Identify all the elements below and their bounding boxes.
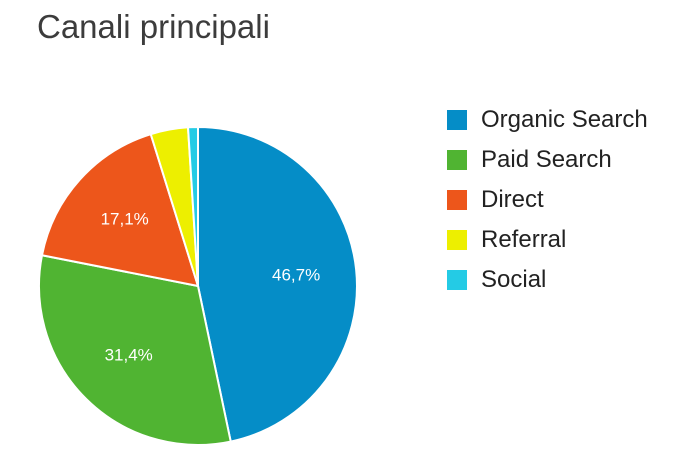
legend-label: Paid Search (481, 146, 612, 173)
legend-label: Social (481, 266, 547, 293)
slice-value-label-direct: 17,1% (101, 210, 149, 229)
legend-swatch (447, 110, 467, 130)
legend-item-social[interactable]: Social (447, 260, 648, 300)
legend-swatch (447, 230, 467, 250)
pie-slice-direct[interactable] (41, 133, 199, 287)
slice-value-label-organic-search: 46,7% (272, 265, 320, 284)
legend-swatch (447, 270, 467, 290)
legend-item-organic-search[interactable]: Organic Search (447, 100, 648, 140)
legend-item-direct[interactable]: Direct (447, 180, 648, 220)
legend-item-paid-search[interactable]: Paid Search (447, 140, 648, 180)
legend-label: Referral (481, 226, 567, 253)
legend-swatch (447, 150, 467, 170)
legend-label: Direct (481, 186, 544, 213)
pie-slice-paid-search[interactable] (38, 254, 232, 446)
legend-item-referral[interactable]: Referral (447, 220, 648, 260)
slice-value-label-paid-search: 31,4% (105, 346, 153, 365)
legend-swatch (447, 190, 467, 210)
chart-title: Canali principali (37, 8, 270, 45)
legend-label: Organic Search (481, 106, 648, 133)
chart-legend: Organic Search Paid Search Direct Referral S… (447, 100, 648, 300)
pie-slice-organic-search[interactable] (197, 126, 358, 443)
pie-slice-social[interactable] (187, 125, 199, 287)
